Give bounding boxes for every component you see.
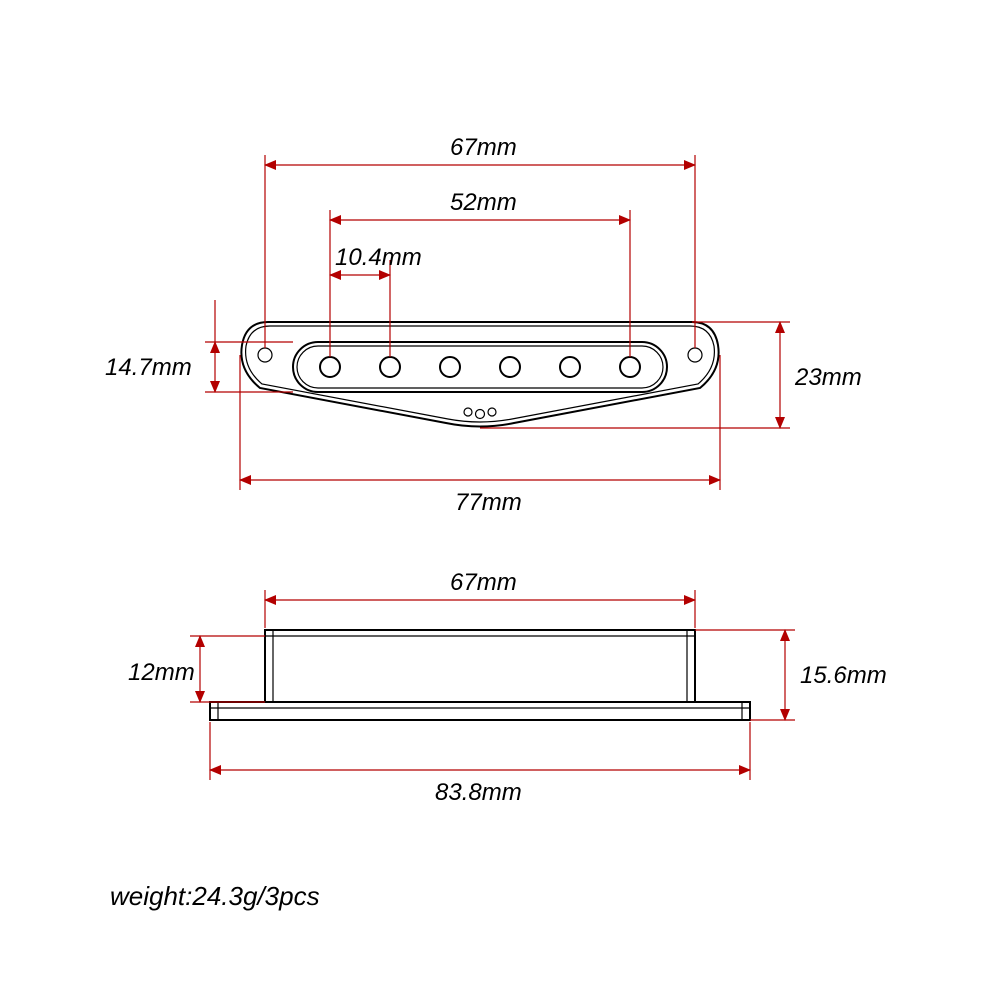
small-holes (464, 408, 496, 419)
dim-side-67: 67mm (265, 569, 695, 628)
dim-83-8: 83.8mm (210, 722, 750, 806)
top-inner-rect-inner (297, 346, 663, 388)
dim-15-6-label: 15.6mm (800, 662, 887, 689)
screw-hole-right (688, 348, 702, 362)
side-upper (265, 630, 695, 702)
dim-15-6: 15.6mm (695, 630, 887, 720)
screw-hole-left (258, 348, 272, 362)
dim-23: 23mm (480, 322, 862, 428)
weight-label: weight:24.3g/3pcs (110, 881, 320, 911)
dim-10-4: 10.4mm (330, 244, 422, 357)
dim-side-67-label: 67mm (450, 569, 517, 596)
top-outer-outline-inner (246, 326, 715, 422)
dim-67-label: 67mm (450, 134, 517, 161)
dim-12: 12mm (128, 636, 265, 702)
top-outer-outline (241, 322, 718, 427)
side-flange (210, 702, 750, 720)
dim-52: 52mm (330, 189, 630, 357)
top-view: 67mm 52mm 10.4mm 14.7mm 23mm (105, 134, 862, 516)
pole-holes (320, 357, 640, 377)
dim-10-4-label: 10.4mm (335, 244, 422, 271)
top-inner-rect (293, 342, 667, 392)
dim-52-label: 52mm (450, 189, 517, 216)
dim-14-7-label: 14.7mm (105, 354, 192, 381)
dim-12-label: 12mm (128, 659, 195, 686)
dim-77: 77mm (240, 355, 720, 516)
dim-23-label: 23mm (794, 364, 862, 391)
dim-83-8-label: 83.8mm (435, 779, 522, 806)
dim-77-label: 77mm (455, 489, 522, 516)
side-view: 67mm 12mm 15.6mm 83.8mm (128, 569, 887, 806)
